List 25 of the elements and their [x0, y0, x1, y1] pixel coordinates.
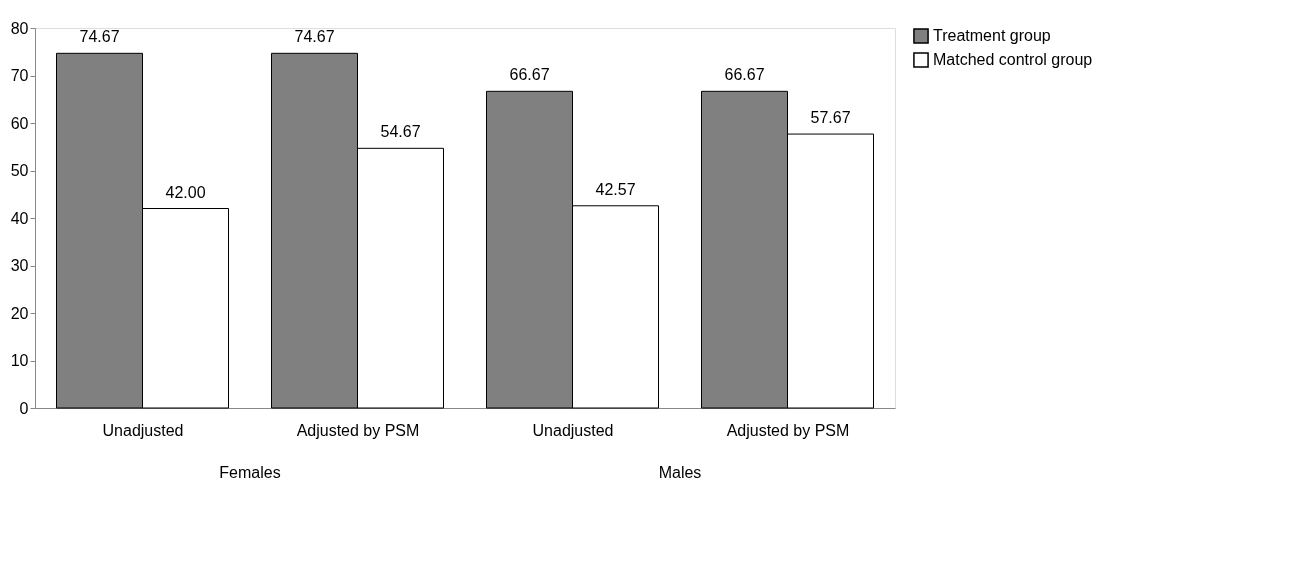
- data-label: 42.57: [595, 180, 636, 198]
- text: Females: [219, 464, 281, 481]
- y-tick-label: 50: [10, 162, 29, 179]
- y-tick-label: 10: [10, 352, 29, 369]
- data-label: 42.00: [165, 183, 206, 201]
- y-tick-label: 70: [10, 67, 29, 84]
- x-tick-label: Unadjusted: [102, 421, 184, 439]
- legend-label: Matched control group: [933, 51, 1093, 68]
- data-label: 74.67: [294, 28, 335, 46]
- data-label: 74.67: [79, 28, 120, 46]
- x-tick-label: Unadjusted: [532, 421, 614, 439]
- data-label: 66.67: [724, 66, 765, 84]
- y-tick-label: 30: [10, 257, 29, 274]
- y-tick-label: 40: [10, 209, 29, 227]
- data-label: 54.67: [380, 123, 421, 141]
- y-tick-label: 0: [19, 399, 29, 417]
- y-tick-label: 80: [10, 19, 29, 37]
- data-label: 66.67: [509, 66, 550, 84]
- x-tick-label: Adjusted by PSM: [296, 421, 420, 439]
- y-tick-label: 60: [10, 114, 29, 132]
- data-label: 57.67: [810, 109, 851, 127]
- legend-label: Treatment group: [933, 27, 1051, 44]
- y-tick-label: 20: [10, 304, 29, 322]
- x-tick-label: Adjusted by PSM: [726, 421, 850, 439]
- text: Males: [658, 464, 702, 481]
